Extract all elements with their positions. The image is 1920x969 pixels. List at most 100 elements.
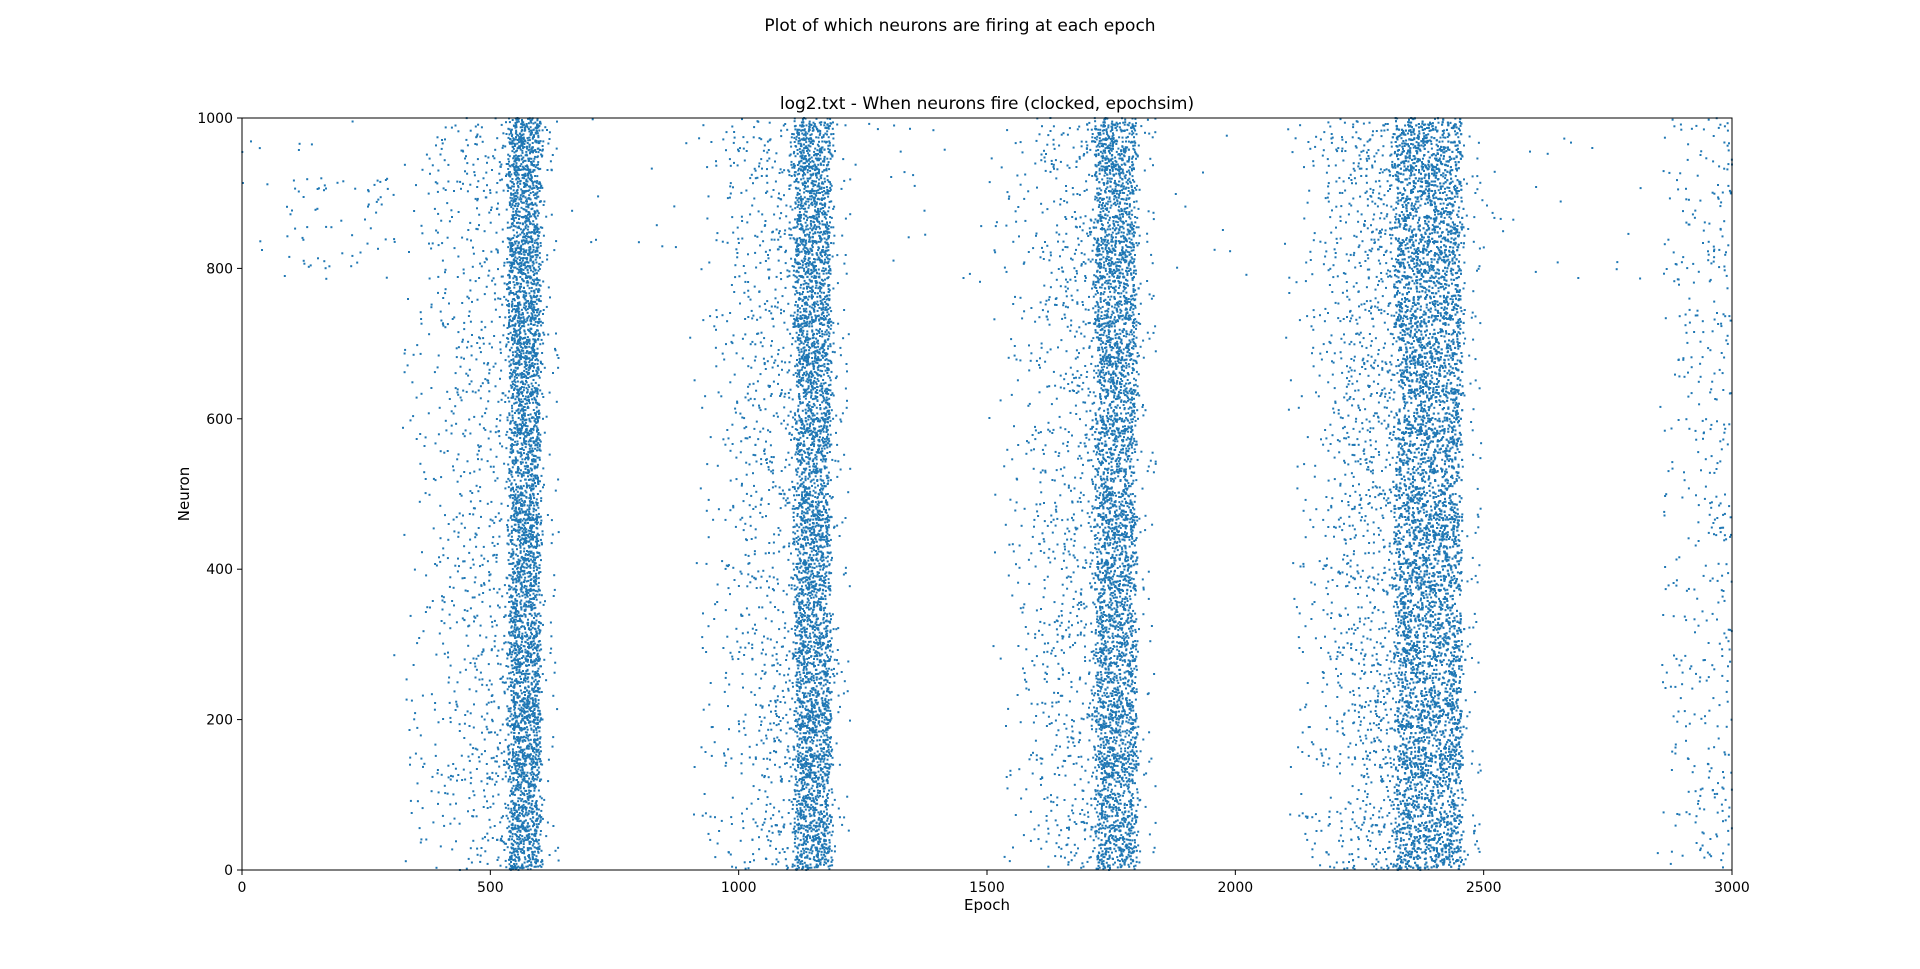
spike-point [525, 202, 528, 205]
spike-point [520, 606, 523, 609]
spike-point [506, 846, 509, 849]
spike-point [520, 134, 523, 137]
spike-point [526, 432, 529, 434]
spike-point [527, 174, 530, 177]
spike-point [508, 672, 511, 675]
spike-point [506, 416, 509, 419]
spike-point [537, 702, 540, 705]
spike-point [515, 401, 518, 404]
spike-point [537, 140, 540, 143]
spike-point [509, 725, 512, 728]
spike-point [512, 714, 515, 717]
spike-point [517, 494, 520, 497]
spike-point [470, 380, 473, 383]
spike-point [483, 582, 485, 585]
spike-point [517, 186, 520, 189]
spike-point [523, 856, 526, 859]
spike-point [467, 374, 470, 377]
spike-point [535, 513, 538, 516]
spike-point [524, 531, 527, 534]
spike-point [511, 324, 514, 327]
spike-point [517, 781, 520, 784]
spike-point [534, 232, 537, 235]
spike-point [524, 374, 527, 377]
spike-point [518, 507, 521, 510]
spike-point [520, 408, 523, 411]
spike-point [535, 425, 538, 428]
spike-point [538, 771, 541, 774]
spike-point [496, 249, 499, 252]
spike-point [507, 804, 510, 807]
spike-point [530, 558, 533, 561]
spike-point [493, 825, 496, 827]
spike-point [511, 548, 514, 551]
spike-point [529, 605, 532, 608]
spike-point [449, 627, 452, 630]
spike-point [516, 346, 519, 349]
spike-point [532, 484, 535, 487]
spike-point [500, 369, 503, 372]
spike-point [522, 866, 525, 869]
spike-point [529, 231, 532, 234]
spike-point [453, 190, 455, 192]
spike-point [536, 391, 539, 394]
spike-point [412, 353, 415, 356]
spike-point [536, 254, 539, 257]
spike-point [525, 418, 528, 421]
spike-point [534, 802, 537, 805]
spike-point [516, 519, 519, 522]
spike-point [434, 754, 437, 757]
spike-point [535, 728, 538, 731]
spike-point [507, 246, 510, 249]
spike-point [513, 369, 515, 372]
spike-point [530, 305, 533, 308]
spike-point [529, 724, 532, 727]
spike-point [535, 855, 538, 858]
spike-point [513, 587, 516, 590]
spike-point [516, 425, 519, 428]
spike-point [515, 602, 518, 605]
spike-point [533, 623, 536, 626]
spike-point [518, 561, 521, 564]
spike-point [506, 677, 509, 680]
spike-point [532, 824, 535, 826]
spike-point [512, 229, 515, 232]
spike-point [511, 410, 514, 413]
spike-point [537, 572, 540, 575]
spike-point [489, 615, 492, 618]
spike-point [508, 685, 510, 688]
spike-point [482, 592, 485, 594]
spike-point [536, 689, 539, 692]
spike-point [531, 833, 533, 836]
spike-point [510, 713, 513, 716]
spike-point [515, 659, 518, 662]
spike-point [518, 559, 521, 562]
spike-point [512, 813, 514, 816]
spike-point [522, 843, 525, 846]
spike-point [537, 125, 539, 128]
spike-point [508, 533, 511, 536]
spike-point [513, 726, 515, 728]
spike-point [472, 747, 475, 750]
spike-point [523, 603, 526, 606]
spike-point [518, 715, 521, 718]
spike-point [526, 668, 529, 671]
spike-point [530, 713, 533, 716]
spike-point [541, 145, 544, 147]
spike-point [530, 328, 533, 331]
spike-point [537, 865, 540, 868]
spike-point [507, 127, 510, 130]
spike-point [522, 201, 525, 204]
spike-point [509, 496, 512, 499]
spike-point [507, 185, 510, 188]
spike-point [529, 628, 531, 631]
spike-point [517, 665, 520, 668]
spike-point [446, 236, 449, 239]
spike-point [422, 765, 424, 768]
spike-point [524, 511, 527, 514]
spike-point [520, 282, 522, 285]
spike-point [514, 725, 517, 728]
spike-point [499, 839, 502, 842]
spike-point [536, 680, 539, 683]
spike-point [526, 689, 529, 692]
